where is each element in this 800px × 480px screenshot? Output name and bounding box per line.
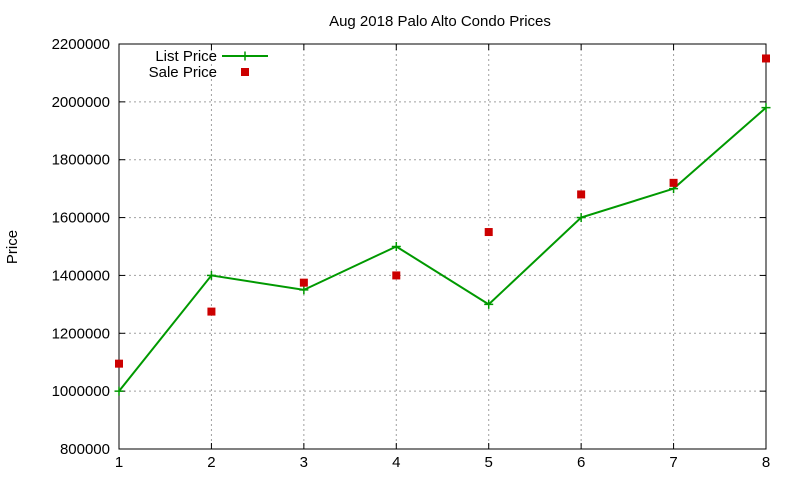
list-price-point (299, 285, 309, 295)
plot-frame (118, 43, 767, 450)
legend-label-sale-price: Sale Price (149, 64, 217, 81)
sale-price-point (577, 190, 586, 199)
sale-price-point (392, 271, 401, 280)
chart-title: Aug 2018 Palo Alto Condo Prices (329, 13, 551, 30)
legend-swatch-list-price-marker (240, 51, 250, 61)
x-tick-label: 1 (115, 454, 123, 471)
sale-price-point (207, 307, 216, 316)
y-tick-label: 1000000 (52, 383, 110, 400)
grid (119, 44, 766, 449)
x-tick-label: 6 (577, 454, 585, 471)
sale-price-point (762, 54, 770, 63)
sale-price-point (115, 359, 123, 368)
list-price-point (484, 299, 494, 309)
y-tick-label: 800000 (60, 441, 110, 458)
list-price-point (576, 213, 586, 223)
x-tick-label: 5 (485, 454, 493, 471)
y-tick-label: 2000000 (52, 94, 110, 111)
list-price-point (391, 242, 401, 251)
y-tick-label: 1800000 (52, 152, 110, 169)
legend-label-list-price: List Price (155, 48, 217, 65)
list-price-line (118, 106, 767, 392)
x-tick-label: 8 (762, 454, 770, 471)
y-tick-label: 1400000 (52, 267, 110, 284)
y-tick-label: 1200000 (52, 325, 110, 342)
y-tick-label: 1600000 (52, 210, 110, 227)
sale-price-point (669, 178, 678, 187)
x-tick-label: 4 (392, 454, 400, 471)
series (114, 54, 771, 396)
y-tick-label: 2200000 (52, 36, 110, 53)
x-tick-label: 7 (669, 454, 677, 471)
sale-price-point (299, 278, 308, 287)
list-price-point (761, 103, 771, 113)
legend-swatches (222, 51, 268, 76)
y-axis-label: Price (4, 230, 21, 264)
legend: List Price Sale Price (149, 48, 268, 81)
x-tick-label: 2 (207, 454, 215, 471)
list-price-point (206, 270, 216, 280)
x-tick-label: 3 (300, 454, 308, 471)
legend-swatch-sale-price-marker (241, 68, 249, 76)
sale-price-point (484, 228, 493, 237)
list-price-point (114, 386, 124, 396)
axis-ticks: 800000 1000000 1200000 1400000 1600000 180000… (52, 36, 771, 471)
